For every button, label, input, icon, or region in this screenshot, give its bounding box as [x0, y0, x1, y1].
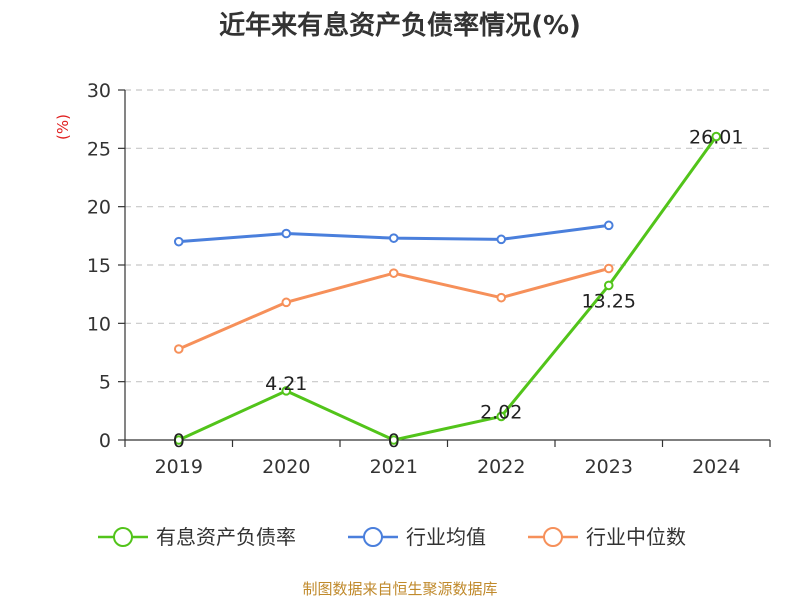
legend-label: 有息资产负债率 [156, 525, 296, 549]
source-note: 制图数据来自恒生聚源数据库 [302, 580, 497, 598]
data-label: 26.01 [689, 127, 743, 149]
data-label: 2.02 [480, 401, 522, 423]
data-label: 13.25 [582, 290, 636, 312]
data-point [496, 411, 507, 422]
data-point [496, 292, 507, 303]
axes: 0 5 10 15 20 25 30 2019 2020 2021 2022 2023 2024 [87, 80, 771, 478]
data-point [281, 297, 292, 308]
y-tick-label: 10 [87, 313, 111, 335]
x-tick-label: 2019 [155, 456, 203, 478]
y-tick-label: 5 [99, 372, 111, 394]
y-tick-label: 20 [87, 197, 111, 219]
legend-marker [363, 527, 383, 547]
data-label: 0 [388, 430, 400, 452]
chart-title: 近年来有息资产负债率情况(%) [219, 10, 581, 41]
series-line-0 [178, 135, 718, 442]
legend-marker [543, 527, 563, 547]
data-point [711, 131, 722, 142]
data-label: 4.21 [265, 373, 307, 395]
series-line-2 [178, 267, 610, 351]
data-labels: 0 4.21 0 2.02 13.25 26.01 [173, 127, 744, 452]
series-lines [173, 131, 722, 445]
x-tick-label: 2024 [692, 456, 740, 478]
legend-marker [113, 527, 133, 547]
data-point [496, 234, 507, 245]
gridlines [125, 89, 770, 383]
x-tick-label: 2021 [370, 456, 418, 478]
data-point [173, 344, 184, 354]
y-tick-label: 0 [99, 430, 111, 452]
data-point [603, 280, 614, 291]
legend-label: 行业中位数 [586, 525, 686, 549]
data-point [281, 228, 292, 239]
legend: 有息资产负债率 行业均值 行业中位数 [98, 525, 686, 549]
y-tick-label: 30 [87, 80, 111, 102]
data-point [173, 236, 184, 247]
y-tick-label: 25 [87, 138, 111, 160]
y-axis-unit: (%) [54, 114, 72, 140]
legend-label: 行业均值 [406, 525, 486, 549]
data-point [173, 435, 184, 445]
data-point [603, 263, 614, 274]
data-point [388, 435, 399, 445]
data-point [281, 386, 292, 396]
data-point [388, 233, 399, 243]
data-label: 0 [173, 430, 185, 452]
data-point [603, 220, 614, 231]
x-tick-label: 2023 [585, 456, 633, 478]
data-point [388, 268, 399, 278]
x-tick-label: 2020 [262, 456, 310, 478]
y-tick-label: 15 [87, 255, 111, 277]
x-tick-label: 2022 [477, 456, 525, 478]
